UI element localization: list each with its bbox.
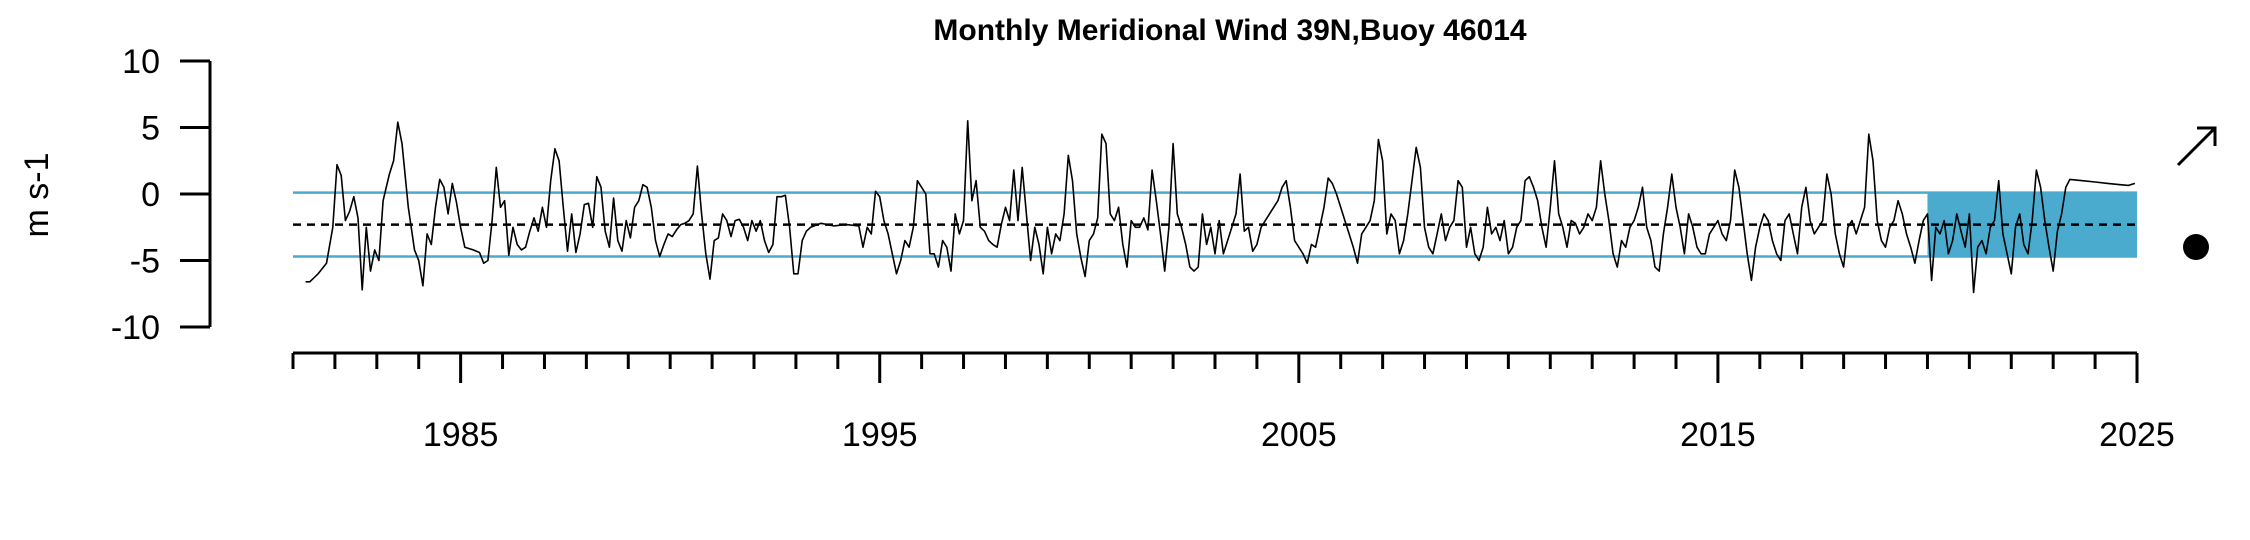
trend-status-dot-icon (2183, 234, 2209, 260)
y-axis-label: m s-1 (18, 153, 56, 238)
x-tick-label: 1985 (423, 416, 499, 454)
series-line-0 (305, 120, 2136, 294)
y-tick-label: 0 (141, 176, 160, 214)
y-tick-label: 10 (122, 43, 160, 81)
y-tick-label: -5 (130, 243, 160, 281)
plot-layer: 10 5 0 -5 -10 1985 1995 2005 2015 2025 (111, 43, 2175, 454)
x-tick-label: 2025 (2099, 416, 2175, 454)
x-tick-label: 1995 (842, 416, 918, 454)
trend-arrowhead-icon (2197, 126, 2217, 146)
x-tick-label: 2005 (1261, 416, 1337, 454)
trend-indicator (2176, 126, 2217, 260)
y-tick-label: -10 (111, 309, 160, 347)
trend-arrow-icon (2176, 126, 2217, 167)
x-tick-label: 2015 (1680, 416, 1756, 454)
chart-title: Monthly Meridional Wind 39N,Buoy 46014 (933, 14, 1526, 47)
y-tick-label: 5 (141, 110, 160, 148)
